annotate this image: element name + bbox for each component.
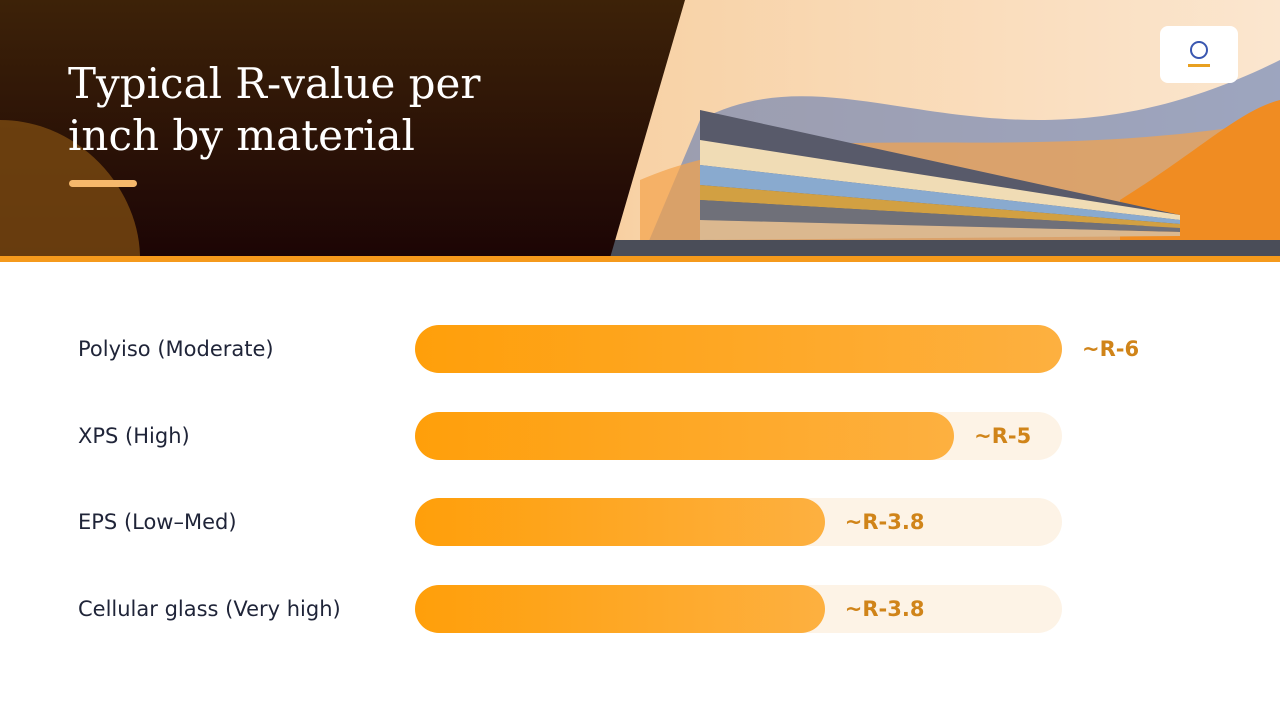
title-underline — [69, 180, 137, 187]
value-label: ~R-6 — [1082, 337, 1140, 361]
value-label: ~R-3.8 — [844, 596, 925, 621]
value-label: ~R-3.8 — [844, 510, 925, 534]
header-banner — [0, 0, 1280, 262]
chart-title: Typical R-value per inch by material — [68, 59, 481, 160]
category-label: Polyiso (Moderate) — [78, 337, 274, 361]
category-label: EPS (Low–Med) — [78, 510, 237, 534]
bar — [415, 498, 825, 546]
bar — [415, 584, 825, 633]
logo-icon — [1188, 41, 1210, 67]
category-label: Cellular glass (Very high) — [78, 596, 341, 621]
logo — [1160, 26, 1238, 83]
category-label: XPS (High) — [78, 423, 190, 448]
value-label: ~R-5 — [974, 423, 1032, 448]
bar — [415, 411, 955, 460]
bar — [415, 325, 1062, 373]
